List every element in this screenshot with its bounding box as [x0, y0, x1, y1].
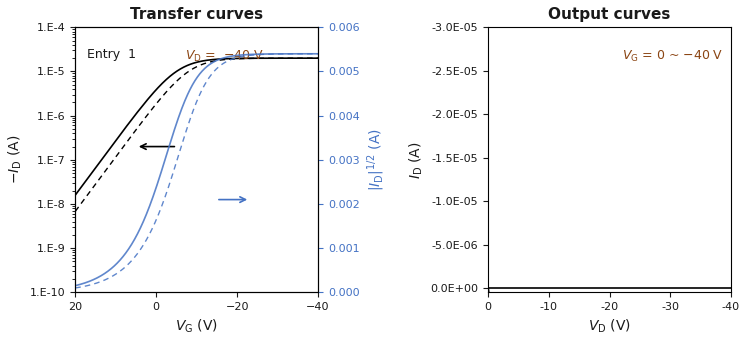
- Text: $V$$_\mathrm{D}$ =  −40 V: $V$$_\mathrm{D}$ = −40 V: [185, 49, 264, 64]
- X-axis label: $V$$_\mathrm{G}$ (V): $V$$_\mathrm{G}$ (V): [175, 318, 218, 335]
- Title: Output curves: Output curves: [548, 7, 671, 22]
- Y-axis label: $-I$$_\mathrm{D}$ (A): $-I$$_\mathrm{D}$ (A): [7, 135, 25, 184]
- Y-axis label: $I$$_\mathrm{D}$ (A): $I$$_\mathrm{D}$ (A): [408, 141, 425, 179]
- Y-axis label: $|I$$_\mathrm{D}$$|^{1/2}$ (A): $|I$$_\mathrm{D}$$|^{1/2}$ (A): [365, 129, 387, 191]
- X-axis label: $V$$_\mathrm{D}$ (V): $V$$_\mathrm{D}$ (V): [588, 318, 631, 335]
- Text: $V$$_\mathrm{G}$ = 0 ~ −40 V: $V$$_\mathrm{G}$ = 0 ~ −40 V: [622, 49, 723, 64]
- Title: Transfer curves: Transfer curves: [130, 7, 263, 22]
- Text: Entry  1: Entry 1: [87, 49, 137, 62]
